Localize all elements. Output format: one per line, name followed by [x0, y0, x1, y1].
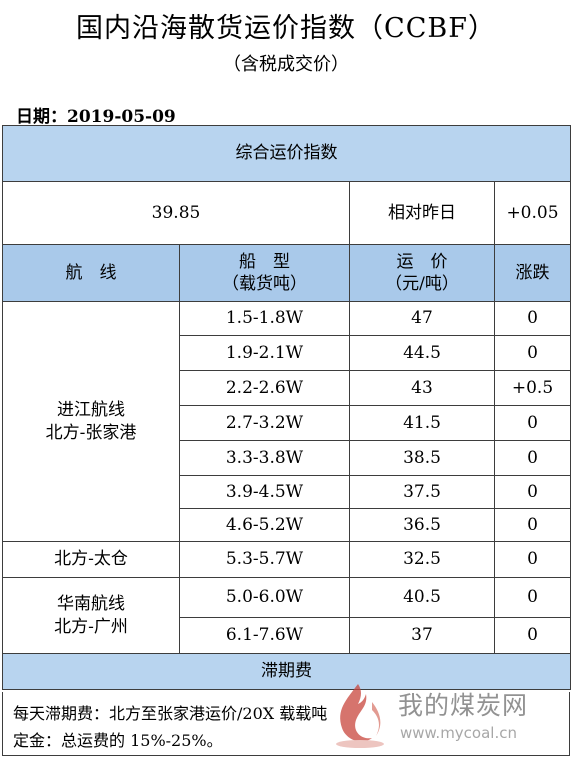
freight-unit: （元/吨） [385, 274, 459, 294]
route-detail: 北方-广州 [54, 616, 128, 637]
change-cell: 0 [494, 335, 571, 371]
freight-cell: 38.5 [349, 440, 495, 476]
table-row: 2.7-3.2W 41.5 0 [3, 405, 571, 441]
table-row: 3.3-3.8W 38.5 0 [3, 440, 571, 476]
freight-index-table: 综合运价指数 39.85 相对昨日 +0.05 航 线 船 型 （载货吨） 运 … [2, 125, 571, 690]
compare-label: 相对昨日 [349, 181, 495, 245]
ship-type-cell: 2.2-2.6W [179, 370, 350, 406]
freight-cell: 40.5 [349, 577, 495, 618]
change-cell: 0 [494, 617, 571, 654]
column-header-route: 航 线 [2, 244, 180, 302]
route-cell: 华南航线 北方-广州 [2, 577, 180, 654]
composite-index-value: 39.85 [2, 181, 350, 245]
freight-cell: 37 [349, 617, 495, 654]
change-cell: 0 [494, 475, 571, 509]
route-name: 北方-太仓 [54, 549, 128, 570]
freight-label: 运 价 [396, 251, 448, 272]
report-date: 日期：2019-05-09 [16, 107, 176, 127]
ship-type-cell: 3.3-3.8W [179, 440, 350, 476]
table-row: 6.1-7.6W 37 0 [3, 617, 571, 654]
flame-logo-icon [336, 684, 384, 748]
freight-cell: 44.5 [349, 335, 495, 371]
freight-cell: 32.5 [349, 541, 495, 578]
table-row: 华南航线 北方-广州 5.0-6.0W 40.5 0 [2, 577, 571, 654]
column-header-row: 航 线 船 型 （载货吨） 运 价 （元/吨） 涨跌 [2, 244, 571, 302]
page-subtitle: （含税成交价） [223, 54, 349, 75]
watermark-text: 我的煤炭网 [398, 691, 529, 720]
route-cell: 北方-太仓 [2, 541, 180, 578]
change-cell: 0 [494, 508, 571, 542]
column-header-change: 涨跌 [494, 244, 571, 302]
change-cell: 0 [494, 541, 571, 578]
page-title: 国内沿海散货运价指数（CCBF） [76, 13, 496, 44]
route-detail: 北方-张家港 [45, 422, 137, 443]
ship-type-cell: 5.0-6.0W [179, 577, 350, 618]
demurrage-note: 每天滞期费：北方至张家港运价/20X 载载吨 定金：总运费的 15%-25%。 [2, 692, 570, 756]
column-header-ship-type: 船 型 （载货吨） [179, 244, 350, 302]
route-name: 华南航线 [57, 594, 125, 615]
site-watermark: 我的煤炭网 www.mycoal.cn [328, 680, 558, 752]
change-cell: 0 [494, 405, 571, 441]
route-name: 进江航线 [57, 400, 125, 421]
freight-cell: 41.5 [349, 405, 495, 441]
freight-cell: 43 [349, 370, 495, 406]
table-row: 3.9-4.5W 37.5 0 [3, 475, 571, 509]
demurrage-line-1: 每天滞期费：北方至张家港运价/20X 载载吨 [13, 704, 328, 723]
ship-type-cell: 1.9-2.1W [179, 335, 350, 371]
ship-type-cell: 5.3-5.7W [179, 541, 350, 578]
ship-type-cell: 2.7-3.2W [179, 405, 350, 441]
freight-cell: 37.5 [349, 475, 495, 509]
ship-type-cell: 1.5-1.8W [179, 301, 350, 336]
freight-cell: 47 [349, 301, 495, 336]
table-row: 进江航线 北方-张家港 1.5-1.8W 47 0 [2, 301, 571, 542]
change-cell: +0.5 [494, 370, 571, 406]
watermark-url: www.mycoal.cn [400, 724, 517, 742]
table-row: 北方-太仓 5.3-5.7W 32.5 0 [2, 541, 571, 578]
composite-index-header: 综合运价指数 [2, 125, 571, 182]
demurrage-line-2: 定金：总运费的 15%-25%。 [13, 731, 223, 751]
ship-type-unit: （载货吨） [222, 274, 307, 294]
table-row: 1.9-2.1W 44.5 0 [3, 335, 571, 371]
ship-type-cell: 4.6-5.2W [179, 508, 350, 542]
column-header-freight: 运 价 （元/吨） [349, 244, 495, 302]
compare-value: +0.05 [494, 181, 571, 245]
ship-type-cell: 3.9-4.5W [179, 475, 350, 509]
table-row: 4.6-5.2W 36.5 0 [3, 508, 571, 542]
demurrage-header: 滞期费 [2, 653, 571, 690]
route-cell: 进江航线 北方-张家港 [2, 301, 180, 542]
change-cell: 0 [494, 577, 571, 618]
ship-type-label: 船 型 [239, 251, 290, 272]
change-cell: 0 [494, 440, 571, 476]
change-cell: 0 [494, 301, 571, 336]
ship-type-cell: 6.1-7.6W [179, 617, 350, 654]
freight-cell: 36.5 [349, 508, 495, 542]
